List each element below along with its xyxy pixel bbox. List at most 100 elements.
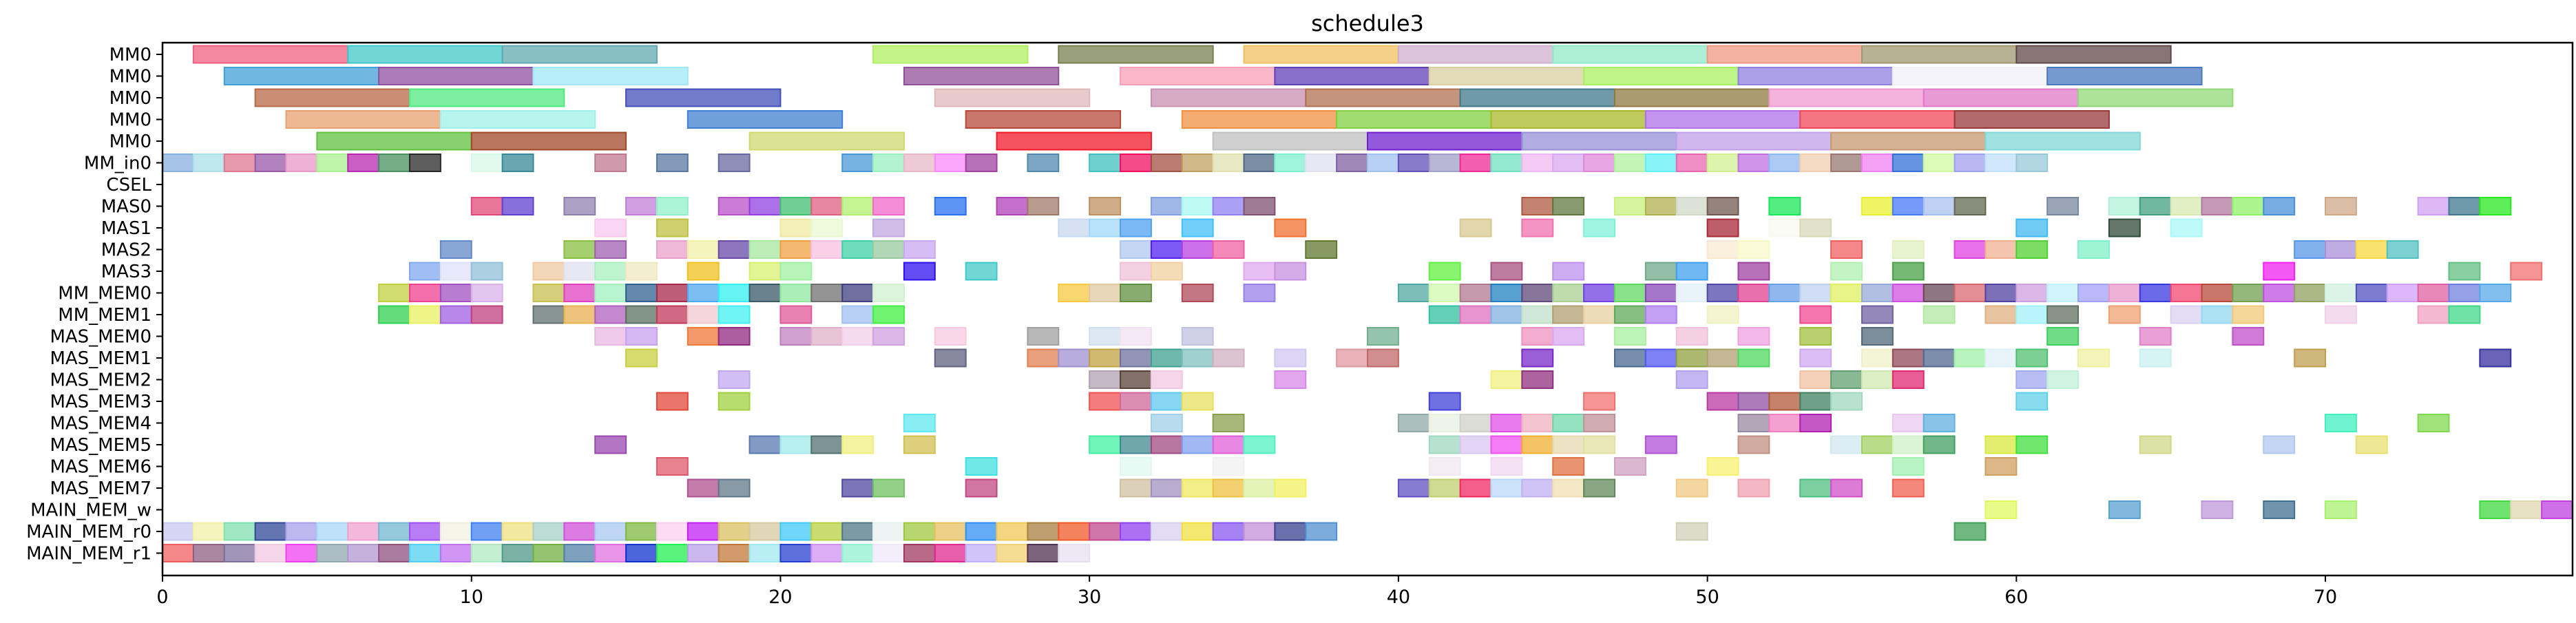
task-bar xyxy=(965,110,1122,129)
task-bar xyxy=(470,131,627,151)
task-bar xyxy=(1120,240,1152,259)
task-bar xyxy=(718,392,751,411)
task-bar xyxy=(1490,262,1523,281)
task-bar xyxy=(1613,457,1646,476)
task-bar xyxy=(532,544,565,562)
task-bar xyxy=(1521,435,1554,454)
task-bar xyxy=(1737,284,1770,302)
task-bar xyxy=(1768,392,1801,411)
task-bar xyxy=(810,240,844,259)
task-bar xyxy=(1243,154,1276,172)
task-bar xyxy=(718,197,751,215)
task-bar xyxy=(1336,154,1368,172)
task-bar xyxy=(2355,435,2388,454)
task-bar xyxy=(1892,457,1925,476)
task-bar xyxy=(1274,262,1307,281)
task-bar xyxy=(1552,457,1585,476)
task-bar xyxy=(2294,240,2327,259)
task-bar xyxy=(1985,284,2018,302)
task-bar xyxy=(2232,197,2265,215)
task-bar xyxy=(1367,131,1523,151)
task-bar xyxy=(1397,284,1430,302)
task-bar xyxy=(1181,478,1214,498)
task-bar xyxy=(996,131,1152,151)
task-bar xyxy=(439,262,472,281)
task-bar xyxy=(254,88,410,107)
task-bar xyxy=(408,544,441,562)
task-bar xyxy=(1892,478,1925,498)
task-bar xyxy=(1058,544,1091,562)
task-bar xyxy=(1181,240,1214,259)
task-bar xyxy=(1892,197,1925,215)
task-bar xyxy=(1799,284,1832,302)
task-bar xyxy=(1089,284,1122,302)
task-bar xyxy=(1737,67,1894,85)
task-bar xyxy=(1120,218,1152,237)
task-bar xyxy=(470,284,503,302)
task-bar xyxy=(2541,500,2573,519)
task-bar xyxy=(841,435,875,454)
task-bar xyxy=(1367,327,1399,346)
task-bar xyxy=(625,197,658,215)
task-bar xyxy=(779,327,813,346)
task-bar xyxy=(1830,370,1863,389)
task-bar xyxy=(2325,284,2357,302)
task-bar xyxy=(656,305,689,324)
task-bar xyxy=(1737,348,1770,368)
task-bar xyxy=(2479,348,2512,368)
lane-labels: MM0MM0MM0MM0MM0MM_in0CSELMAS0MAS1MAS2MAS… xyxy=(26,45,163,564)
task-bar xyxy=(501,154,534,172)
task-bar xyxy=(2170,305,2203,324)
task-bar xyxy=(594,262,627,281)
task-bar xyxy=(1675,522,1708,541)
task-bar xyxy=(1150,435,1183,454)
task-bar xyxy=(470,154,503,172)
task-bar xyxy=(1830,392,1863,411)
task-bar xyxy=(1490,110,1646,129)
task-bar xyxy=(1428,154,1461,172)
task-bar xyxy=(2386,240,2419,259)
task-bar xyxy=(1799,327,1832,346)
task-bar xyxy=(934,197,967,215)
task-bar xyxy=(1583,435,1615,454)
task-bar xyxy=(748,544,782,562)
task-bar xyxy=(872,522,905,541)
task-bar xyxy=(1830,435,1863,454)
task-bar xyxy=(1150,88,1307,107)
task-bar xyxy=(1490,435,1523,454)
task-bar xyxy=(841,544,875,562)
task-bar xyxy=(687,327,720,346)
task-bar xyxy=(594,240,627,259)
task-bar xyxy=(1243,522,1276,541)
task-bar xyxy=(470,305,503,324)
task-bar xyxy=(439,284,472,302)
task-bar xyxy=(2046,284,2080,302)
task-bar xyxy=(687,478,720,498)
task-bar xyxy=(841,478,875,498)
task-bar xyxy=(1613,284,1646,302)
task-bar xyxy=(1675,197,1708,215)
task-bar xyxy=(779,305,813,324)
task-bar xyxy=(965,544,998,562)
task-bar xyxy=(1706,240,1739,259)
task-bar xyxy=(1058,45,1214,64)
task-bar xyxy=(501,197,534,215)
task-bar xyxy=(1799,414,1832,432)
task-bar xyxy=(594,284,627,302)
task-bar xyxy=(1675,478,1708,498)
task-bar xyxy=(1120,154,1152,172)
task-bar xyxy=(1923,154,1956,172)
task-bar xyxy=(563,305,596,324)
task-bar xyxy=(347,544,380,562)
task-bar xyxy=(718,154,751,172)
task-bar xyxy=(656,154,689,172)
task-bar xyxy=(779,544,813,562)
task-bar xyxy=(1490,284,1523,302)
task-bar xyxy=(408,305,441,324)
task-bar xyxy=(903,414,936,432)
task-bar xyxy=(1644,284,1677,302)
task-bar xyxy=(872,45,1029,64)
task-bar xyxy=(1459,218,1492,237)
task-bar xyxy=(439,305,472,324)
task-bar xyxy=(1490,457,1523,476)
